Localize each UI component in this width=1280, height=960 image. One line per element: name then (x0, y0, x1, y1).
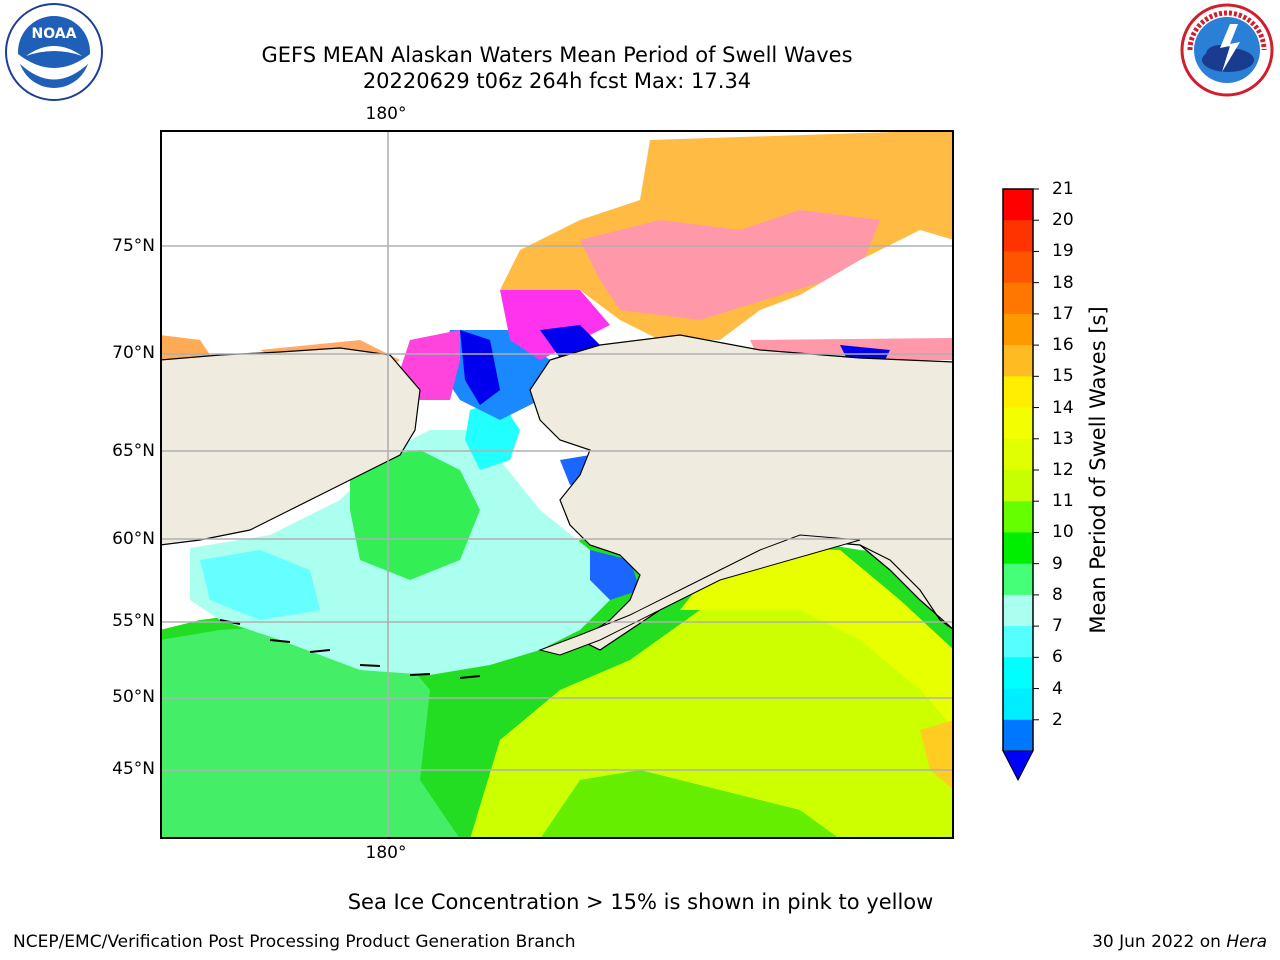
colorbar-segment (1003, 313, 1033, 346)
footer-date-text: 30 Jun 2022 on (1092, 932, 1227, 952)
gulf-yellow (680, 548, 954, 730)
se-alaska-coast (859, 544, 954, 631)
colorbar-extension (1002, 750, 1034, 782)
colorbar-tick-label: 13 (1052, 428, 1074, 449)
alaska-peninsula (538, 534, 861, 656)
colorbar-tick-label: 16 (1052, 335, 1074, 356)
noaa-logo: NOAA (5, 3, 103, 101)
footer-branch: NCEP/EMC/Verification Post Processing Pr… (13, 932, 576, 952)
alaska-land (529, 334, 954, 651)
footer-host: Hera (1226, 932, 1267, 952)
colorbar-segment (1003, 657, 1033, 690)
colorbar-tick-label: 15 (1052, 366, 1074, 387)
colorbar-tick-label: 6 (1052, 647, 1063, 668)
strait-cyan (465, 400, 520, 470)
colorbar-tick-label: 18 (1052, 272, 1074, 293)
siberia-land (160, 347, 421, 546)
colorbar-segment (1003, 563, 1033, 596)
colorbar (1002, 188, 1039, 782)
arctic-ice-pink (580, 210, 880, 320)
chukchi-magenta-north (500, 290, 610, 360)
colorbar-segment (1003, 532, 1033, 565)
colorbar-segment (1003, 251, 1033, 284)
colorbar-segment (1003, 594, 1033, 627)
colorbar-tick-label: 20 (1052, 210, 1074, 231)
colorbar-segment (1003, 688, 1033, 721)
lat-label-60: 60°N (112, 529, 155, 549)
lat-label-70: 70°N (112, 343, 155, 363)
colorbar-segment (1003, 626, 1033, 658)
bering-green-center (350, 450, 480, 580)
arctic-open-water (800, 230, 954, 340)
colorbar-segment (1003, 719, 1033, 752)
colorbar-segment (1003, 189, 1033, 221)
colorbar-tick-label: 7 (1052, 616, 1063, 637)
chukchi-magenta (400, 330, 460, 400)
colorbar-segment (1003, 220, 1033, 252)
lon-label-top: 180° (365, 104, 407, 124)
pacific-green-south (540, 770, 840, 839)
pacific-lightgreen-west (160, 625, 460, 839)
lat-label-45: 45°N (112, 759, 155, 779)
map-panel (160, 130, 954, 839)
colorbar-segment (1003, 501, 1033, 533)
chart-title: GEFS MEAN Alaskan Waters Mean Period of … (261, 43, 853, 67)
colorbar-segment (1003, 407, 1033, 440)
chart-subtitle: 20220629 t06z 264h fcst Max: 17.34 (362, 69, 752, 93)
colorbar-title: Mean Period of Swell Waves [s] (1086, 306, 1110, 634)
colorbar-segment (1003, 376, 1033, 409)
colorbar-tick-label: 21 (1052, 179, 1074, 199)
colorbar-tick-label: 2 (1052, 709, 1063, 730)
lat-label-50: 50°N (112, 687, 155, 707)
colorbar-tick-label: 17 (1052, 303, 1074, 324)
colorbar-tick-label: 11 (1052, 491, 1074, 512)
chukchi-darkblue (460, 330, 500, 405)
colorbar-tick-label: 10 (1052, 522, 1074, 543)
colorbar-tick-label: 8 (1052, 584, 1063, 605)
lat-label-75: 75°N (112, 236, 155, 256)
lat-label-55: 55°N (112, 611, 155, 631)
footer-date: 30 Jun 2022 on Hera (1092, 932, 1267, 952)
lon-label-bottom: 180° (365, 843, 407, 863)
sea-ice-note: Sea Ice Concentration > 15% is shown in … (347, 890, 934, 914)
bering-cyan-inner (200, 550, 320, 620)
colorbar-segment (1003, 438, 1033, 471)
graticule (160, 130, 954, 839)
colorbar-tick-label: 4 (1052, 678, 1063, 699)
colorbar-tick-label: 9 (1052, 553, 1063, 574)
map-frame (160, 130, 954, 839)
svg-text:NOAA: NOAA (32, 26, 77, 42)
east-orange-edge (920, 720, 954, 790)
pacific-yellow-east (470, 590, 954, 839)
colorbar-segment (1003, 470, 1033, 502)
nws-logo (1180, 3, 1274, 97)
colorbar-segment (1003, 345, 1033, 377)
colorbar-tick-label: 12 (1052, 460, 1074, 480)
colorbar-tick-label: 14 (1052, 397, 1074, 418)
colorbar-segment (1003, 282, 1033, 315)
colorbar-tick-label: 19 (1052, 241, 1074, 262)
lat-label-65: 65°N (112, 441, 155, 461)
